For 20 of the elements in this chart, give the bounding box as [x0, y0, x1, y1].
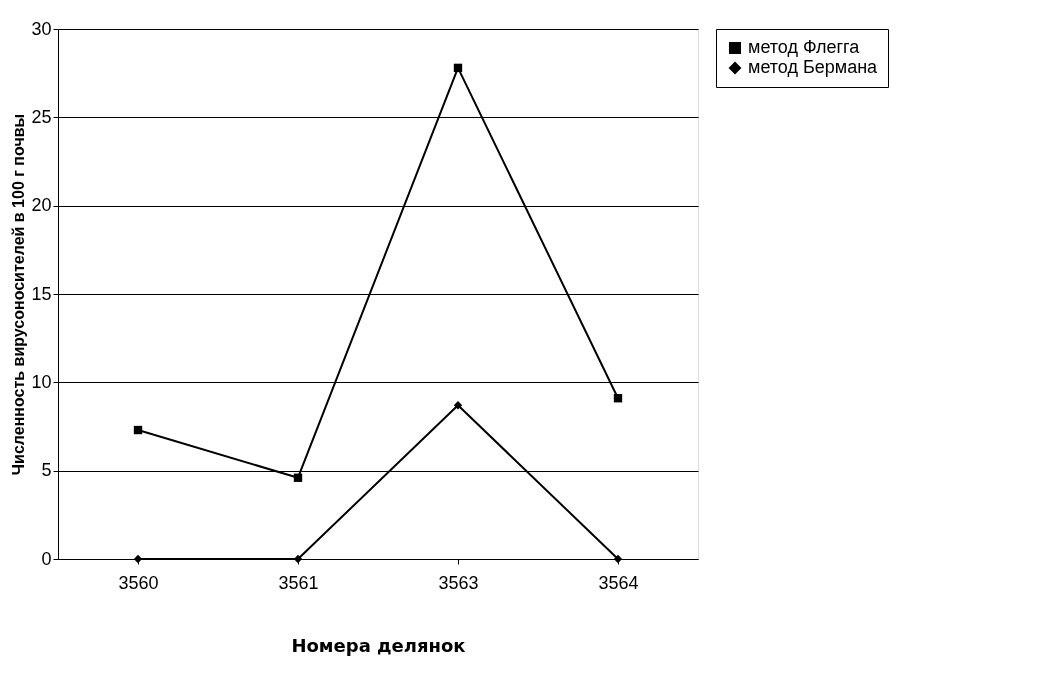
- y-tick-label: 30: [31, 18, 52, 39]
- y-tick-label: 5: [41, 460, 52, 481]
- y-axis-title: Численность вирусоносителей в 100 г почвы: [10, 113, 28, 476]
- point: [613, 394, 623, 403]
- x-tick-label: 3564: [598, 572, 639, 593]
- y-tick-label: 20: [31, 195, 52, 216]
- y-tick-label: 25: [31, 106, 52, 127]
- y-tick-label: 0: [41, 548, 52, 569]
- point: [453, 401, 463, 410]
- x-tick-label: 3561: [278, 572, 319, 593]
- point: [293, 473, 303, 482]
- y-tick-label: 10: [31, 371, 52, 392]
- point: [133, 425, 143, 435]
- y-tick-label: 15: [31, 283, 52, 304]
- point: [453, 63, 463, 73]
- x-tick-label: 3560: [118, 572, 159, 593]
- legend-label: метод Флегга: [748, 37, 861, 57]
- x-axis-title: Номера делянок: [291, 634, 466, 656]
- legend-label: метод Бермана: [748, 57, 879, 77]
- x-tick-label: 3563: [438, 572, 479, 593]
